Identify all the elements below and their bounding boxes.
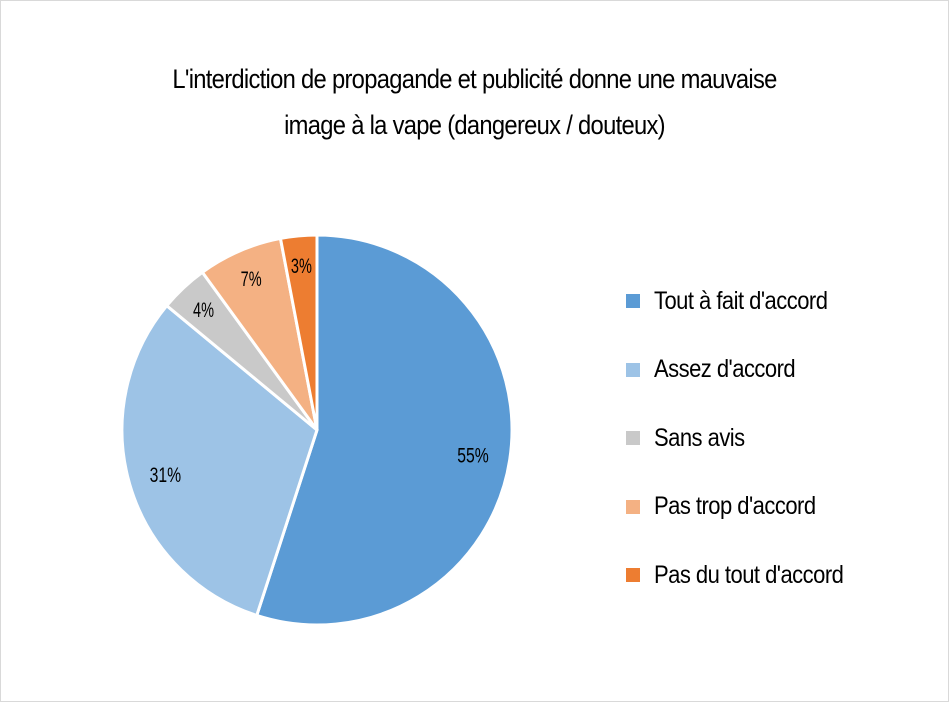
legend-swatch [626, 499, 640, 514]
legend-label: Assez d'accord [654, 355, 796, 383]
data-label: 3% [291, 255, 312, 278]
legend-item: Sans avis [626, 421, 869, 455]
legend-item: Tout à fait d'accord [626, 284, 869, 318]
legend-item: Pas du tout d'accord [626, 558, 869, 592]
title-line-2: image à la vape (dangereux / douteux) [284, 110, 665, 140]
legend-swatch [626, 294, 640, 308]
legend-label: Pas du tout d'accord [654, 560, 844, 589]
legend-item: Assez d'accord [626, 353, 869, 387]
pie-slice [278, 233, 319, 431]
title-line-1: L'interdiction de propagande et publicit… [172, 64, 777, 94]
pie-slice [120, 303, 319, 618]
legend-label: Pas trop d'accord [654, 492, 816, 520]
data-label: 7% [241, 268, 262, 291]
legend: Tout à fait d'accord Assez d'accord Sans a… [626, 284, 869, 627]
legend-swatch [626, 362, 640, 377]
data-label: 4% [193, 299, 214, 322]
legend-label: Tout à fait d'accord [654, 286, 828, 315]
legend-label: Sans avis [654, 423, 745, 452]
chart-title: L'interdiction de propagande et publicit… [57, 56, 892, 148]
legend-swatch [626, 568, 640, 582]
data-label: 31% [150, 464, 182, 487]
pie-slice [254, 233, 514, 627]
data-label: 55% [457, 445, 489, 468]
legend-item: Pas trop d'accord [626, 490, 869, 524]
legend-swatch [626, 431, 640, 445]
